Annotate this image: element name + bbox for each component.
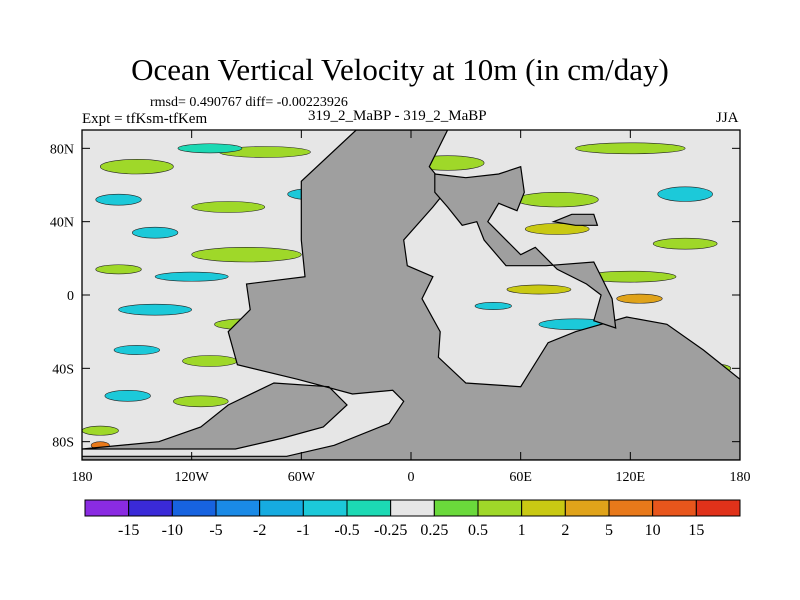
contour-region [82, 425, 119, 436]
contour-region [154, 271, 229, 282]
colorbar-label: -0.25 [374, 522, 407, 539]
y-tick-label: 40N [50, 216, 74, 231]
colorbar-label: -15 [118, 522, 139, 539]
contour-region [131, 226, 179, 239]
colorbar-box [695, 499, 741, 517]
colorbar-label: 0.5 [468, 522, 488, 539]
season-label: JJA [716, 110, 739, 126]
colorbar-label: 2 [561, 522, 569, 539]
colorbar-label: 10 [645, 522, 661, 539]
land-mass [434, 165, 617, 329]
colorbar-label: -10 [162, 522, 183, 539]
x-tick-label: 60W [288, 470, 316, 485]
colorbar-box [652, 499, 697, 517]
colorbar-label: 5 [605, 522, 613, 539]
contour-region [506, 284, 572, 295]
x-tick-label: 180 [72, 470, 93, 485]
contour-region [95, 264, 142, 275]
contour-region [616, 293, 663, 304]
colorbar: -15 -10 -5 -2 -1 -0.5 -0.25 0.25 0.5 1 2 5 10 15 [84, 499, 741, 539]
experiment-label: Expt = tfKsm-tfKem [82, 111, 208, 127]
axes: 180 120W 60W 0 60E 120E 180 80N 40N 0 40S 80S [50, 129, 751, 485]
colorbar-label: 1 [518, 522, 526, 539]
x-tick-label: 180 [730, 470, 751, 485]
colorbar-box [84, 499, 130, 517]
contour-region [191, 247, 302, 263]
colorbar-box [128, 499, 173, 517]
stats-text: rmsd= 0.490767 diff= -0.00223926 [150, 95, 348, 110]
contour-region [173, 395, 229, 408]
y-tick-label: 0 [67, 289, 74, 304]
contour-region [95, 193, 142, 206]
land-mass [82, 130, 740, 460]
contour-region [177, 143, 243, 154]
colorbar-box [215, 499, 261, 517]
contour-region [182, 355, 238, 367]
colorbar-box [564, 499, 610, 517]
x-tick-label: 60E [509, 470, 532, 485]
contour-region [524, 223, 590, 235]
colorbar-box [259, 499, 304, 517]
colorbar-box [521, 499, 566, 517]
colorbar-box [171, 499, 217, 517]
land-mass [551, 213, 599, 226]
x-tick-label: 120E [616, 470, 646, 485]
colorbar-box [477, 499, 523, 517]
x-tick-label: 120W [175, 470, 210, 485]
contour-region [191, 201, 266, 213]
colorbar-box [390, 499, 435, 517]
contour-region [113, 345, 160, 355]
case-label: 319_2_MaBP - 319_2_MaBP [308, 108, 487, 124]
plot-contents [82, 130, 740, 460]
y-tick-label: 80S [52, 436, 74, 451]
colorbar-box [302, 499, 348, 517]
contour-region [652, 237, 718, 250]
colorbar-box [346, 499, 392, 517]
contour-region [474, 302, 512, 310]
contour-region [118, 303, 192, 316]
y-tick-label: 40S [52, 362, 74, 377]
colorbar-box [608, 499, 654, 517]
colorbar-box [433, 499, 479, 517]
colorbar-label: -1 [297, 522, 310, 539]
colorbar-label: -2 [253, 522, 266, 539]
contour-region [99, 159, 174, 175]
contour-region [104, 390, 151, 402]
contour-region [657, 186, 713, 202]
contour-region [515, 192, 599, 208]
x-tick-label: 0 [408, 470, 415, 485]
colorbar-label: 15 [688, 522, 704, 539]
colorbar-label: -0.5 [334, 522, 359, 539]
contour-region [575, 142, 686, 155]
colorbar-label: -5 [209, 522, 222, 539]
colorbar-label: 0.25 [420, 522, 448, 539]
y-tick-label: 80N [50, 142, 74, 157]
chart-title: Ocean Vertical Velocity at 10m (in cm/da… [131, 52, 669, 87]
plot-area [82, 130, 740, 460]
